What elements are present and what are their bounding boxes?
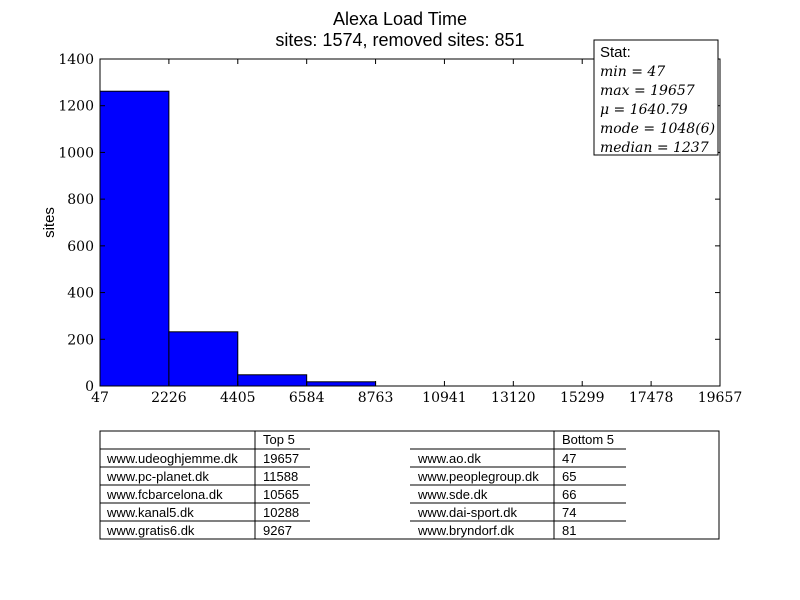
x-tick-label-7: 15299 (560, 390, 605, 406)
x-tick-label-6: 13120 (491, 390, 536, 406)
y-tick-label-5: 1000 (58, 145, 94, 161)
y-axis-label: sites (41, 207, 58, 238)
y-tick-label-0: 0 (85, 379, 94, 395)
table-bottom-header: Bottom 5 (562, 432, 614, 447)
stat-line-1: max = 19657 (600, 83, 695, 99)
y-tick-label-2: 400 (67, 286, 94, 302)
table-top-value-2: 10565 (263, 487, 299, 502)
x-tick-label-2: 4405 (220, 390, 256, 406)
table-bottom-site-0: www.ao.dk (417, 451, 481, 466)
table-top-site-0: www.udeoghjemme.dk (106, 451, 238, 466)
x-tick-label-9: 19657 (698, 390, 743, 406)
chart-title: Alexa Load Time (332, 9, 468, 29)
histogram-bar-3 (306, 381, 377, 387)
table-bottom-value-4: 81 (562, 523, 576, 538)
chart-title-block: Alexa Load Time sites: 1574, removed sit… (0, 9, 800, 51)
y-tick-label-4: 800 (67, 192, 94, 208)
y-tick-label-6: 1200 (58, 99, 94, 115)
table-top-value-0: 19657 (263, 451, 299, 466)
table-top-site-4: www.gratis6.dk (106, 523, 195, 538)
table-top-value-4: 9267 (263, 523, 292, 538)
table-bottom-value-0: 47 (562, 451, 576, 466)
table-top-value-1: 11588 (263, 469, 298, 484)
y-tick-label-7: 1400 (58, 52, 94, 68)
plot-frame (99, 58, 721, 387)
histogram-bar-2 (237, 374, 308, 387)
stat-line-2: μ = 1640.79 (600, 102, 688, 118)
table-top-header: Top 5 (263, 432, 295, 447)
x-tick-label-3: 6584 (289, 390, 325, 406)
table-bottom-site-4: www.bryndorf.dk (417, 523, 515, 538)
stat-line-3: mode = 1048(6) (600, 121, 715, 137)
histogram-bar-0 (99, 90, 170, 387)
x-tick-label-8: 17478 (629, 390, 674, 406)
table-bottom-site-2: www.sde.dk (417, 487, 488, 502)
x-tick-label-0: 47 (91, 390, 109, 406)
table-bottom-value-2: 66 (562, 487, 576, 502)
table-bottom-site-1: www.peoplegroup.dk (417, 469, 539, 484)
stat-heading: Stat: (600, 44, 631, 61)
table-bottom-value-3: 74 (562, 505, 576, 520)
x-tick-label-4: 8763 (358, 390, 394, 406)
stat-line-0: min = 47 (600, 64, 665, 80)
x-tick-label-1: 2226 (151, 390, 187, 406)
x-tick-label-5: 10941 (422, 390, 467, 406)
stat-box (593, 39, 719, 156)
chart-subtitle: sites: 1574, removed sites: 851 (275, 30, 525, 50)
y-tick-label-3: 600 (67, 239, 94, 255)
stat-line-4: median = 1237 (600, 140, 709, 156)
table-top-site-2: www.fcbarcelona.dk (106, 487, 223, 502)
table-top-site-1: www.pc-planet.dk (106, 469, 209, 484)
histogram-bar-1 (168, 331, 239, 387)
table-top-site-3: www.kanal5.dk (106, 505, 194, 520)
y-tick-label-1: 200 (67, 332, 94, 348)
table-top-value-3: 10288 (263, 505, 299, 520)
table-bottom-site-3: www.dai-sport.dk (417, 505, 517, 520)
table-bottom-value-1: 65 (562, 469, 576, 484)
